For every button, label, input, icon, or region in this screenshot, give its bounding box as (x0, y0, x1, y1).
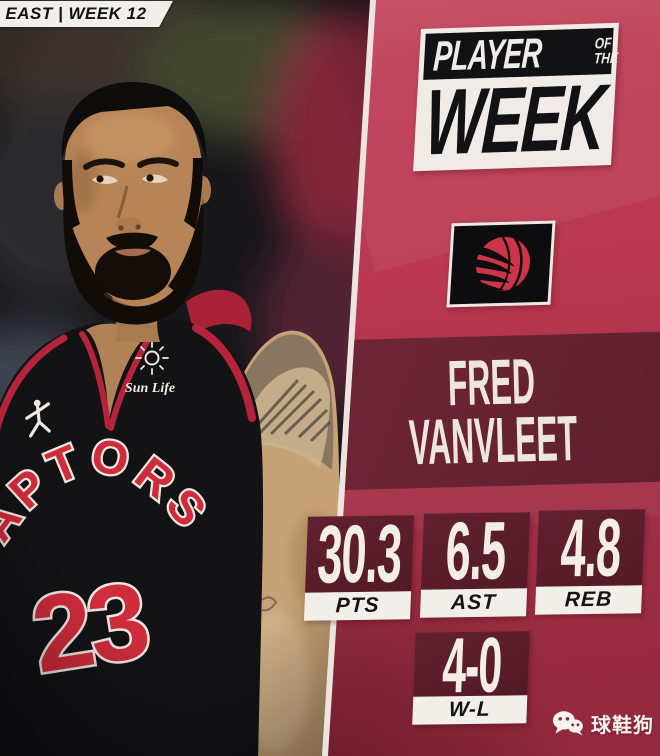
player-last-name: VANVLEET (328, 401, 660, 479)
assists-value-box: 6.5 (421, 505, 531, 598)
points-value: 30.3 (316, 508, 403, 601)
conference-week-badge: EAST | WEEK 12 (0, 1, 173, 27)
conference-week-text: EAST | WEEK 12 (5, 4, 147, 23)
rebounds-value: 4.8 (559, 502, 622, 595)
stat-cell-rebounds: 4.8 REB (534, 502, 646, 615)
potw-week-text: WEEK (422, 65, 607, 176)
potw-week-row: WEEK (418, 65, 611, 176)
record-value: 4-0 (440, 620, 503, 710)
last-name-text: VANVLEET (407, 401, 578, 479)
rebounds-value-box: 4.8 (536, 502, 646, 595)
team-logo-box (446, 220, 556, 308)
player-of-the-week-badge: PLAYER OF THE WEEK (413, 22, 619, 176)
potw-of-the-text: OF THE (594, 35, 626, 68)
wechat-icon (552, 711, 583, 736)
record-value-box: 4-0 (413, 620, 530, 710)
stat-cell-points: 30.3 PTS (303, 508, 415, 621)
points-value-box: 30.3 (305, 508, 415, 601)
watermark-text: 球鞋狗 (591, 715, 654, 737)
raptors-logo-icon (467, 236, 531, 292)
watermark: 球鞋狗 (552, 709, 654, 738)
assists-value: 6.5 (444, 505, 507, 598)
stat-cell-record: 4-0 W-L (412, 620, 530, 725)
stat-cell-assists: 6.5 AST (419, 505, 531, 618)
player-name-band: FRED VANVLEET (328, 331, 660, 491)
